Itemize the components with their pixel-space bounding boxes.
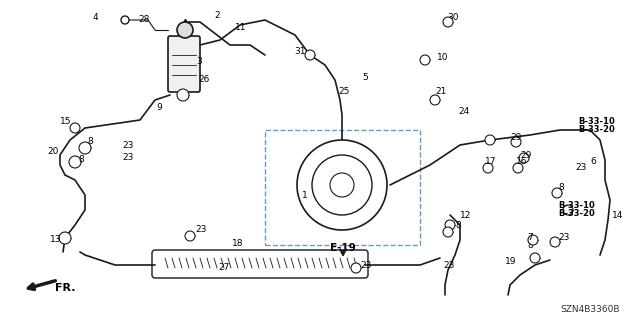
Text: 30: 30 xyxy=(447,13,458,23)
Text: 17: 17 xyxy=(485,158,497,167)
Text: 18: 18 xyxy=(232,239,243,248)
Text: B-33-10: B-33-10 xyxy=(578,117,615,127)
FancyBboxPatch shape xyxy=(168,36,200,92)
Circle shape xyxy=(530,253,540,263)
Text: 29: 29 xyxy=(520,151,531,160)
Bar xyxy=(265,130,420,245)
Text: 15: 15 xyxy=(60,117,72,127)
Circle shape xyxy=(445,220,455,230)
Text: 16: 16 xyxy=(516,158,527,167)
Text: 11: 11 xyxy=(235,24,246,33)
Text: 23: 23 xyxy=(443,261,454,270)
Circle shape xyxy=(550,237,560,247)
Circle shape xyxy=(177,89,189,101)
Circle shape xyxy=(312,155,372,215)
Text: 23: 23 xyxy=(575,164,586,173)
Text: 4: 4 xyxy=(93,13,99,23)
Circle shape xyxy=(483,163,493,173)
Text: SZN4B3360B: SZN4B3360B xyxy=(560,306,620,315)
Text: 23: 23 xyxy=(195,226,206,234)
Circle shape xyxy=(185,231,195,241)
Text: 28: 28 xyxy=(138,16,149,25)
Circle shape xyxy=(297,140,387,230)
Text: 23: 23 xyxy=(558,234,570,242)
Circle shape xyxy=(519,153,529,163)
Text: 7: 7 xyxy=(527,234,532,242)
Circle shape xyxy=(511,137,521,147)
Text: 8: 8 xyxy=(87,137,93,146)
Text: E-19: E-19 xyxy=(330,243,356,253)
Text: B-33-20: B-33-20 xyxy=(578,125,615,135)
Text: 26: 26 xyxy=(198,76,209,85)
Text: 3: 3 xyxy=(196,57,202,66)
Text: 12: 12 xyxy=(460,211,472,219)
Circle shape xyxy=(420,55,430,65)
Circle shape xyxy=(552,188,562,198)
Text: 2: 2 xyxy=(214,11,220,19)
Circle shape xyxy=(305,50,315,60)
Circle shape xyxy=(59,232,71,244)
Text: 20: 20 xyxy=(47,147,58,157)
Circle shape xyxy=(70,123,80,133)
Text: B-33-20: B-33-20 xyxy=(558,209,595,218)
Text: 23: 23 xyxy=(122,153,133,162)
Text: 13: 13 xyxy=(50,235,61,244)
Text: 19: 19 xyxy=(505,257,516,266)
Circle shape xyxy=(430,95,440,105)
Text: 8: 8 xyxy=(527,241,532,249)
Circle shape xyxy=(177,22,193,38)
Text: 23: 23 xyxy=(122,140,133,150)
Circle shape xyxy=(443,17,453,27)
Circle shape xyxy=(485,135,495,145)
Text: 8: 8 xyxy=(558,183,564,192)
Text: 21: 21 xyxy=(435,87,446,97)
Circle shape xyxy=(563,205,573,215)
Text: B-33-10: B-33-10 xyxy=(558,201,595,210)
Text: 25: 25 xyxy=(338,87,349,97)
Circle shape xyxy=(79,142,91,154)
Circle shape xyxy=(69,156,81,168)
Text: FR.: FR. xyxy=(55,283,76,293)
Text: 23: 23 xyxy=(360,261,371,270)
Text: 8: 8 xyxy=(78,155,84,165)
Text: 29: 29 xyxy=(510,133,522,143)
Circle shape xyxy=(351,263,361,273)
Circle shape xyxy=(528,235,538,245)
Text: 10: 10 xyxy=(437,54,449,63)
Text: 9: 9 xyxy=(156,103,162,113)
Text: 6: 6 xyxy=(590,158,596,167)
Circle shape xyxy=(330,173,354,197)
FancyBboxPatch shape xyxy=(152,250,368,278)
Text: 31: 31 xyxy=(294,48,306,56)
Circle shape xyxy=(443,227,453,237)
Text: 8: 8 xyxy=(455,220,461,229)
Text: 24: 24 xyxy=(458,108,469,116)
Circle shape xyxy=(513,163,523,173)
Circle shape xyxy=(121,16,129,24)
Text: 14: 14 xyxy=(612,211,623,219)
Text: 5: 5 xyxy=(362,73,368,83)
Text: 1: 1 xyxy=(302,190,308,199)
Text: 27: 27 xyxy=(218,263,229,272)
